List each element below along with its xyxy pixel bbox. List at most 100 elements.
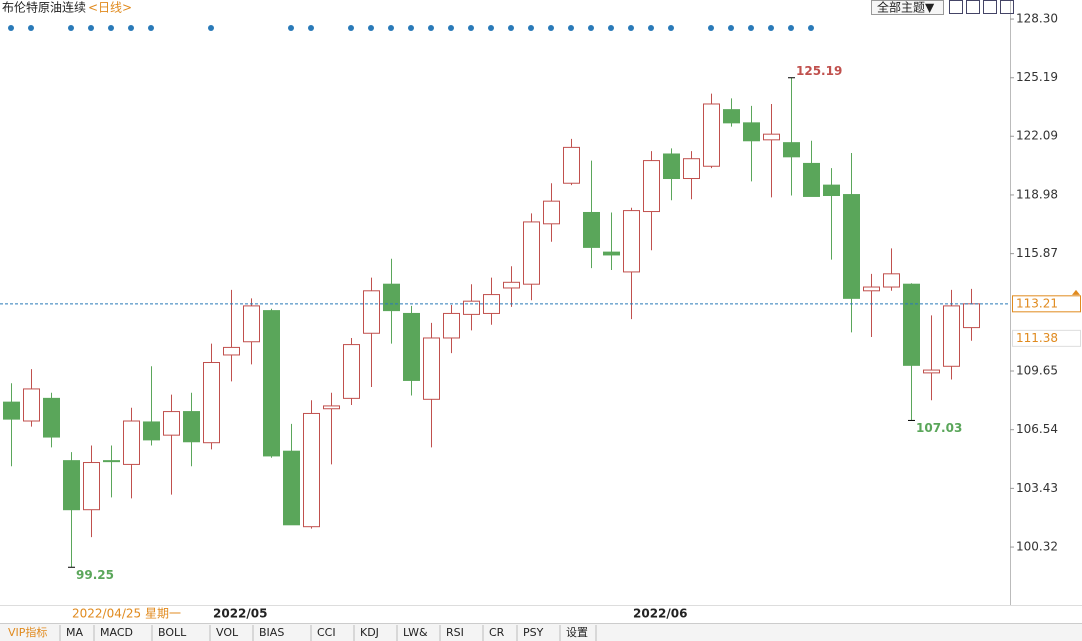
candle-body [83,462,100,511]
candle-body [583,211,600,248]
candle-body [363,290,380,334]
event-dot [488,25,494,31]
candle-body [903,283,920,366]
event-dot [808,25,814,31]
candle-body [683,158,700,180]
candle-body [823,184,840,197]
event-dot [108,25,114,31]
candle-body [763,133,780,141]
event-dot [628,25,634,31]
event-dot [68,25,74,31]
candle-body [143,421,160,441]
event-dot [388,25,394,31]
tool-icon[interactable] [966,0,980,14]
y-tick-label: 106.54 [1016,422,1058,436]
y-tick-label: 125.19 [1016,70,1058,84]
indicator-tab[interactable]: VOL [216,626,239,639]
indicator-tab[interactable]: KDJ [360,626,379,639]
y-tick-label: 103.43 [1016,481,1058,495]
candle-body [63,460,80,511]
theme-button-frame[interactable] [871,0,944,15]
extreme-label: 99.25 [76,568,114,582]
candle-body [303,412,320,528]
cursor-date: 2022/04/25 星期一 [72,607,181,621]
tool-icon[interactable] [1000,0,1014,14]
event-dot [728,25,734,31]
event-dot [708,25,714,31]
y-tick-label: 109.65 [1016,364,1058,378]
candle-body [783,142,800,158]
candle-body [923,369,940,374]
event-dot [208,25,214,31]
tool-icon[interactable] [949,0,963,14]
event-dot [8,25,14,31]
candle-body [203,362,220,444]
candle-body [383,283,400,312]
event-dot [588,25,594,31]
candle-body [423,337,440,400]
candle-body [323,405,340,410]
event-dot [668,25,674,31]
event-dot [748,25,754,31]
last-price-label: 113.21 [1016,296,1058,310]
event-dot [368,25,374,31]
event-dot [408,25,414,31]
candle-body [43,397,60,438]
indicator-tab[interactable]: BIAS [259,626,284,639]
cursor-price-label: 111.38 [1016,331,1058,345]
x-tick-label: 2022/06 [633,607,687,621]
indicator-tab[interactable]: MA [66,626,83,639]
candle-body [943,305,960,367]
candle-body [443,312,460,339]
candle-body [283,450,300,526]
event-dot [608,25,614,31]
event-dot [568,25,574,31]
extreme-label: 107.03 [916,421,962,435]
extreme-label: 125.19 [796,64,842,78]
theme-button[interactable]: 全部主题▼ [877,0,935,15]
candle-body [503,281,520,289]
tool-icons[interactable] [949,0,1014,14]
indicator-tab[interactable]: PSY [523,626,544,639]
indicator-tab[interactable]: CCI [317,626,336,639]
event-dot [88,25,94,31]
event-dot [348,25,354,31]
event-dot [448,25,454,31]
chart-title: 布伦特原油连续 [2,0,86,15]
event-dot [788,25,794,31]
candle-body [263,310,280,457]
x-tick-label: 2022/05 [213,607,267,621]
y-tick-label: 118.98 [1016,187,1058,201]
chart-subtitle[interactable]: <日线> [88,1,132,15]
event-dot [128,25,134,31]
indicator-tab[interactable]: RSI [446,626,464,639]
y-tick-label: 100.32 [1016,540,1058,554]
candle-body [3,401,20,420]
candle-body [163,411,180,436]
event-dot [548,25,554,31]
event-dot [308,25,314,31]
event-dot [28,25,34,31]
candle-body [343,344,360,399]
last-price-arrow [1072,289,1080,295]
indicator-tab[interactable]: MACD [100,626,133,639]
tab-bar [0,624,1082,641]
indicator-tab[interactable]: 设置 [566,626,588,639]
candle-body [123,420,140,465]
candle-body [603,251,620,256]
y-tick-label: 122.09 [1016,129,1058,143]
candle-body [663,153,680,180]
indicator-tab[interactable]: CR [489,626,505,639]
candle-body [803,162,820,197]
last-price-box [1012,295,1081,313]
indicator-tab[interactable]: VIP指标 [8,625,47,639]
event-dot [768,25,774,31]
candle-body [863,286,880,292]
tool-icon[interactable] [983,0,997,14]
indicator-tab[interactable]: BOLL [158,626,187,639]
indicator-tab[interactable]: LW& [403,626,428,639]
event-dot [508,25,514,31]
